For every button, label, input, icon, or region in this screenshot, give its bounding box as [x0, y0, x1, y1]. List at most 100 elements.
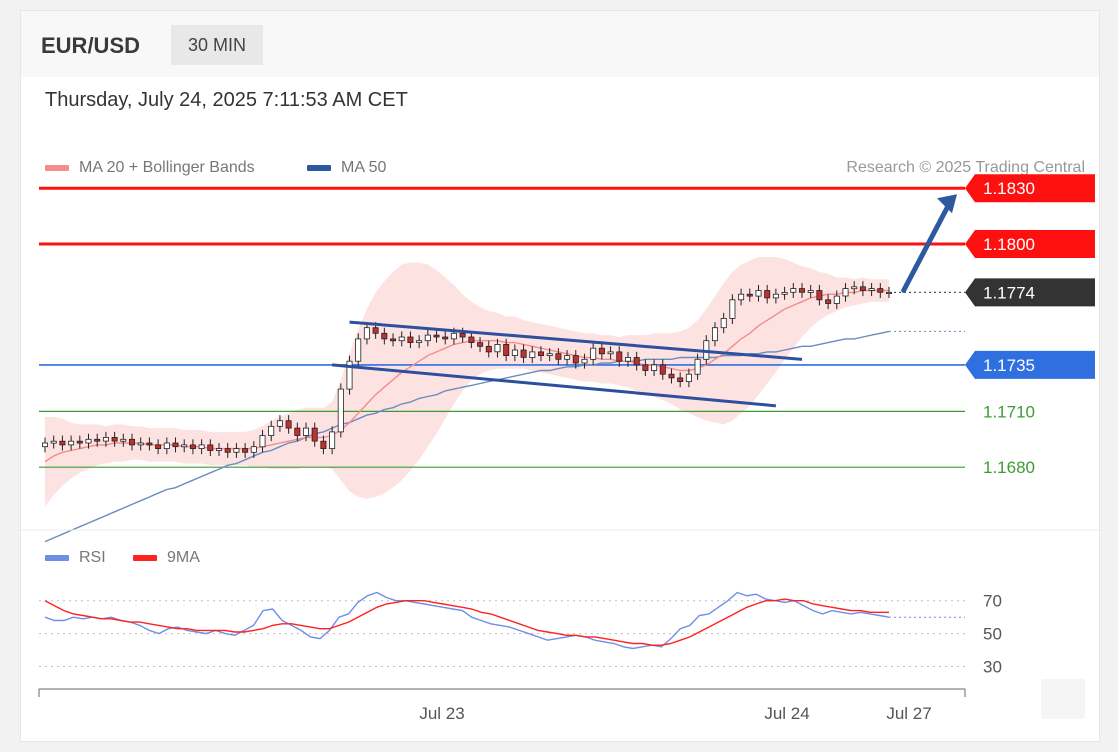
candle-body	[259, 435, 266, 448]
chart-widget: EUR/USD 30 MIN Thursday, July 24, 2025 7…	[20, 10, 1100, 742]
level-label-support: 1.1710	[983, 402, 1035, 421]
level-tag-resistance	[965, 230, 1095, 258]
candle-body	[424, 334, 431, 342]
candle-body	[772, 293, 779, 299]
candle-body	[581, 358, 588, 364]
candle-body	[494, 343, 501, 353]
candle-body	[407, 336, 414, 343]
research-credit: Research © 2025 Trading Central	[846, 159, 1085, 176]
candle-body	[381, 332, 388, 340]
candle-body	[877, 288, 884, 293]
level-label-last_price: 1.1774	[983, 283, 1035, 302]
level-label-pivot: 1.1735	[983, 356, 1035, 375]
candle-body	[172, 442, 179, 448]
legend-ma50-swatch	[307, 164, 331, 171]
level-tag-pivot	[965, 350, 1095, 379]
candle-body	[607, 351, 614, 355]
candle-body	[659, 364, 666, 375]
legend-ma50: MA 50	[307, 159, 386, 177]
candle-body	[477, 342, 484, 347]
price-level-labels: 1.1830 1.1800 1.1774 1.1735 1.1710 1.1680	[965, 174, 1095, 477]
candle-body	[233, 448, 240, 453]
candle-body	[181, 444, 188, 448]
candle-body	[616, 351, 623, 362]
legend-ma20-swatch	[45, 164, 69, 171]
legend-9ma-swatch	[133, 554, 157, 561]
candle-body	[285, 420, 292, 429]
rsi-tick-label: 50	[983, 625, 1002, 644]
candle-body	[807, 290, 814, 293]
bollinger-bands	[45, 257, 889, 507]
symbol-title: EUR/USD	[41, 33, 141, 58]
candle-body	[442, 336, 449, 340]
legend-rsi-label: RSI	[79, 549, 106, 566]
legend-rsi-swatch	[45, 554, 69, 561]
rsi-line	[44, 591, 890, 650]
candle-body	[538, 351, 545, 356]
candle-body	[224, 448, 231, 453]
candle-body	[468, 336, 475, 343]
candle-body	[738, 293, 745, 301]
candle-body	[320, 440, 327, 450]
legend-9ma: 9MA	[133, 549, 200, 567]
candle-body	[276, 420, 283, 427]
candle-body	[625, 357, 632, 362]
candle-body	[859, 286, 866, 291]
candle-body	[294, 427, 301, 436]
candle-body	[677, 377, 684, 382]
legend-9ma-label: 9MA	[167, 549, 200, 566]
candle-body	[511, 349, 518, 356]
candle-body	[781, 291, 788, 295]
candle-body	[546, 353, 553, 357]
candle-body	[668, 373, 675, 379]
candle-body	[555, 353, 562, 360]
level-tag-last_price	[965, 278, 1095, 307]
candle-body	[137, 442, 144, 446]
candle-body	[450, 332, 457, 340]
rsi-panel: 70 50 30	[39, 591, 1002, 677]
candle-body	[85, 438, 92, 444]
candle-body	[764, 290, 771, 299]
candle-body	[207, 444, 214, 451]
candle-body	[886, 291, 893, 294]
candle-body	[685, 373, 692, 383]
candle-body	[120, 438, 127, 442]
legend-ma50-label: MA 50	[341, 159, 387, 176]
candle-body	[398, 336, 405, 342]
candle-body	[189, 444, 196, 449]
candle-body	[155, 444, 162, 449]
candle-body	[363, 327, 370, 340]
time-axis: Jul 23 Jul 24 Jul 27	[38, 688, 966, 723]
chart-canvas[interactable]: 1.1830 1.1800 1.1774 1.1735 1.1710 1.1680 70 5…	[21, 11, 1099, 741]
candle-body	[163, 442, 170, 449]
candle-body	[720, 317, 727, 329]
candle-body	[302, 427, 309, 436]
candle-body	[503, 343, 510, 356]
candle-body	[68, 440, 75, 446]
candle-body	[755, 290, 762, 297]
candle-body	[94, 438, 101, 442]
target-arrow-head	[937, 194, 957, 214]
candle-body	[372, 327, 379, 334]
candle-body	[842, 288, 849, 297]
candle-body	[389, 338, 396, 342]
candle-body	[642, 364, 649, 371]
channel-upper-line	[349, 320, 803, 361]
candle-body	[355, 338, 362, 362]
candle-body	[111, 436, 118, 442]
target-arrow	[901, 194, 957, 293]
level-label-resistance: 1.1800	[983, 235, 1035, 254]
candle-body	[851, 286, 858, 290]
chart-header: EUR/USD 30 MIN	[21, 11, 1099, 77]
level-tag-resistance	[965, 174, 1095, 203]
candle-body	[529, 351, 536, 358]
candle-body	[416, 340, 423, 344]
candle-body	[694, 358, 701, 375]
channel-lower-line	[331, 363, 777, 408]
candle-body	[250, 446, 257, 453]
candle-body	[459, 332, 466, 338]
time-tick-label: Jul 27	[886, 704, 931, 723]
corner-button[interactable]	[1041, 679, 1085, 719]
candle-body	[50, 440, 57, 444]
timeframe-badge[interactable]: 30 MIN	[171, 25, 263, 65]
